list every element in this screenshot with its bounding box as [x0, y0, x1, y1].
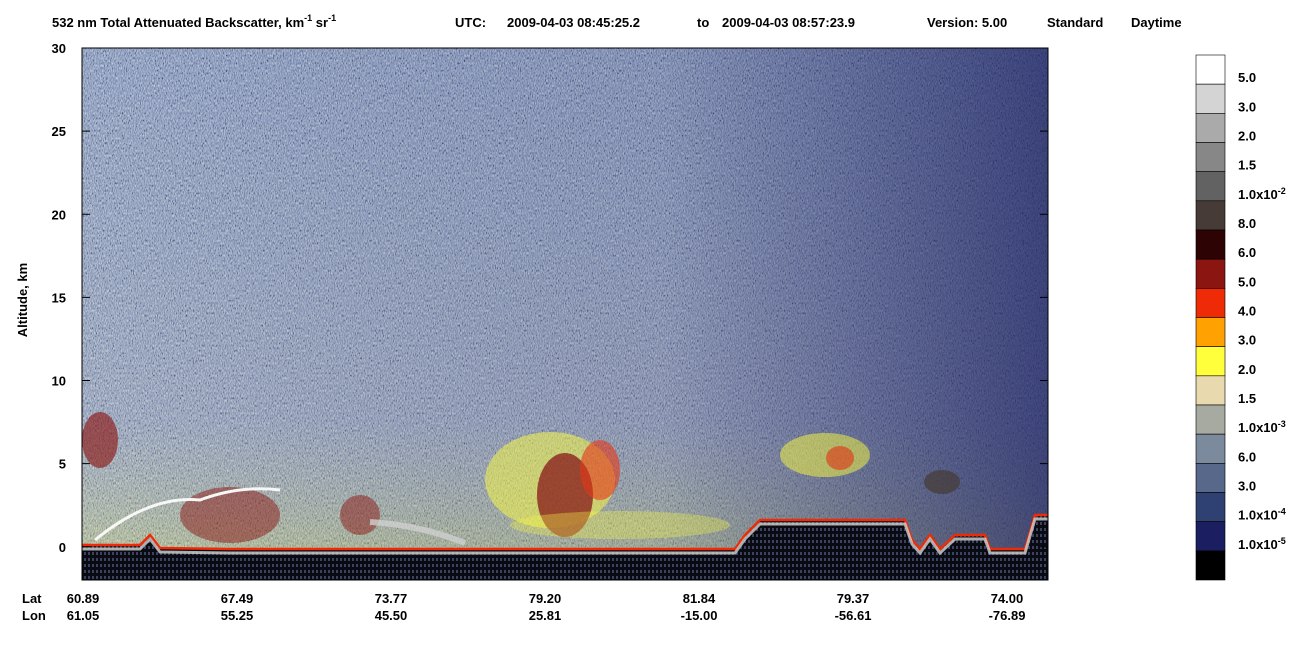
lon-label: -76.89 [989, 608, 1026, 623]
y-tick-label: 15 [52, 290, 66, 305]
ground [82, 515, 1048, 580]
colorbar-swatch [1195, 317, 1226, 347]
y-tick-label: 30 [52, 41, 66, 56]
colorbar-label-text: 6.0 [1238, 449, 1256, 464]
lat-label: 81.84 [683, 591, 716, 606]
colorbar-label: 1.0x10-5 [1238, 536, 1286, 552]
chart-title: 532 nm Total Attenuated Backscatter, km-… [52, 13, 336, 30]
colorbar-swatch [1195, 83, 1226, 114]
lon-label: 61.05 [67, 608, 100, 623]
backscatter-image [82, 48, 1048, 580]
lat-label: 73.77 [375, 591, 408, 606]
title-superscript: -1 [328, 13, 336, 23]
colorbar-label: 6.0 [1238, 245, 1256, 260]
colorbar-label: 1.0x10-4 [1238, 507, 1286, 523]
colorbar-label: 5.0 [1238, 70, 1256, 85]
colorbar-label: 6.0 [1238, 449, 1256, 464]
lat-label: 67.49 [221, 591, 254, 606]
colorbar-label-text: 1.0x10 [1238, 537, 1278, 552]
x-row-label: Lat [22, 591, 42, 606]
to-label: to [697, 15, 709, 30]
colorbar-label: 1.5 [1238, 158, 1256, 173]
colorbar-label: 4.0 [1238, 304, 1256, 319]
lat-label: 79.37 [837, 591, 870, 606]
y-tick-label: 10 [52, 374, 66, 389]
lon-label: 45.50 [375, 608, 408, 623]
colorbar-label-text: 6.0 [1238, 245, 1256, 260]
colorbar-label: 3.0 [1238, 333, 1256, 348]
colorbar-label-text: 2.0 [1238, 129, 1256, 144]
colorbar-label-text: 5.0 [1238, 70, 1256, 85]
colorbar-swatch [1195, 521, 1226, 552]
colorbar-label-text: 1.0x10 [1238, 187, 1278, 202]
colorbar-label-text: 3.0 [1238, 99, 1256, 114]
colorbar-label-text: 8.0 [1238, 216, 1256, 231]
title-text: sr [312, 15, 328, 30]
colorbar-swatch [1195, 142, 1226, 172]
colorbar-label: 3.0 [1238, 479, 1256, 494]
start-time: 2009-04-03 08:45:25.2 [507, 15, 640, 30]
colorbar-swatch [1195, 54, 1226, 85]
colorbar-label: 5.0 [1238, 274, 1256, 289]
version: Version: 5.00 [927, 15, 1007, 30]
y-tick-label: 25 [52, 124, 66, 139]
surface-band [82, 517, 1048, 556]
colorbar-label: 1.0x10-3 [1238, 419, 1286, 435]
colorbar-swatch [1195, 375, 1226, 406]
colorbar-swatch [1195, 200, 1226, 231]
colorbar-label-text: 1.5 [1238, 391, 1256, 406]
utc-label: UTC: [455, 15, 486, 30]
plot-frame [81, 47, 1049, 581]
clouds [82, 412, 960, 546]
colorbar-label-text: 3.0 [1238, 479, 1256, 494]
colorbar-swatch [1195, 258, 1226, 289]
colorbar-label-exponent: -2 [1278, 186, 1286, 196]
colorbar-swatch [1195, 404, 1226, 435]
end-time: 2009-04-03 08:57:23.9 [722, 15, 855, 30]
colorbar-swatch [1195, 463, 1226, 493]
x-row-label: Lon [22, 608, 46, 623]
colorbar-label-exponent: -4 [1278, 507, 1286, 517]
colorbar-label: 1.5 [1238, 391, 1256, 406]
y-tick-label: 20 [52, 207, 66, 222]
lat-label: 79.20 [529, 591, 562, 606]
colorbar-label-text: 1.0x10 [1238, 420, 1278, 435]
lat-label: 74.00 [991, 591, 1024, 606]
title-text: 532 nm Total Attenuated Backscatter, km [52, 15, 304, 30]
colorbar-label: 2.0 [1238, 129, 1256, 144]
colorbar-label-exponent: -5 [1278, 536, 1286, 546]
colorbar-label-text: 3.0 [1238, 333, 1256, 348]
y-tick-label: 0 [59, 540, 66, 555]
colorbar-swatch [1195, 113, 1226, 143]
y-tick-label: 5 [59, 457, 66, 472]
colorbar-swatch [1195, 492, 1226, 522]
colorbar-swatch [1195, 171, 1226, 202]
colorbar-label-text: 1.5 [1238, 158, 1256, 173]
colorbar-swatch [1195, 550, 1226, 581]
lon-label: 25.81 [529, 608, 562, 623]
colorbar-label: 3.0 [1238, 99, 1256, 114]
colorbar-label-text: 2.0 [1238, 362, 1256, 377]
product: Standard [1047, 15, 1103, 30]
y-axis-label: Altitude, km [15, 263, 30, 337]
colorbar-label: 8.0 [1238, 216, 1256, 231]
title-superscript: -1 [304, 13, 312, 23]
colorbar-swatch [1195, 229, 1226, 260]
colorbar-label-text: 4.0 [1238, 304, 1256, 319]
lon-label: -15.00 [681, 608, 718, 623]
colorbar-swatch [1195, 346, 1226, 377]
daytime: Daytime [1131, 15, 1182, 30]
lon-label: -56.61 [835, 608, 872, 623]
lat-label: 60.89 [67, 591, 100, 606]
colorbar-label: 1.0x10-2 [1238, 186, 1286, 202]
colorbar-swatch [1195, 288, 1226, 318]
colorbar-label-exponent: -3 [1278, 419, 1286, 429]
colorbar-swatch [1195, 433, 1226, 464]
colorbar-label: 2.0 [1238, 362, 1256, 377]
lon-label: 55.25 [221, 608, 254, 623]
colorbar-label-text: 1.0x10 [1238, 508, 1278, 523]
colorbar-label-text: 5.0 [1238, 274, 1256, 289]
